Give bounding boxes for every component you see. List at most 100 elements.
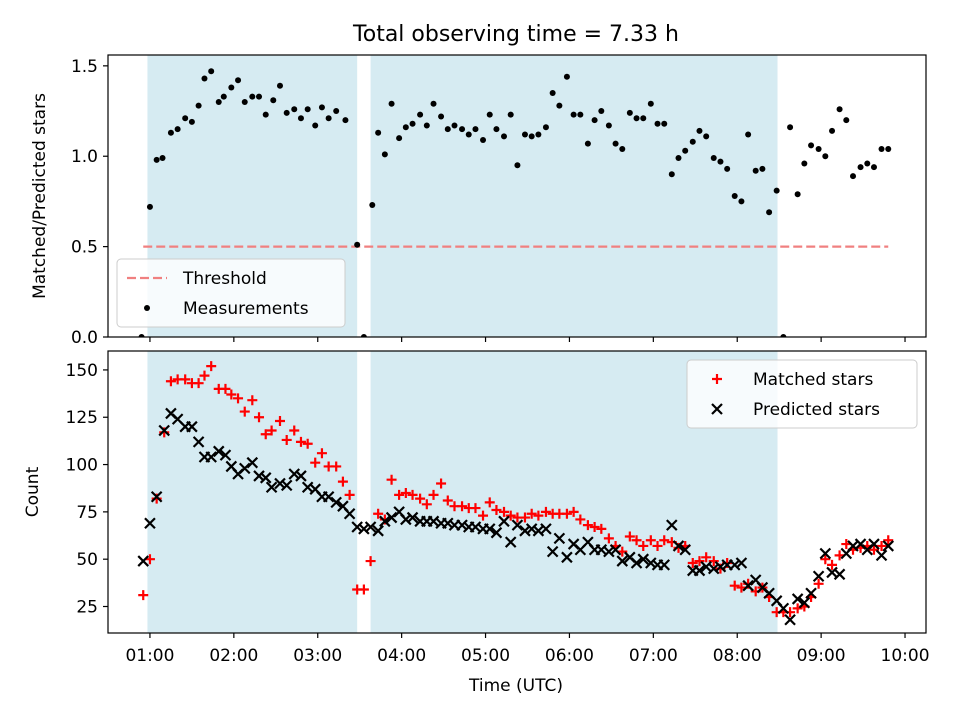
data-point bbox=[409, 120, 416, 127]
data-point bbox=[302, 438, 313, 449]
data-point bbox=[283, 109, 290, 116]
data-point bbox=[546, 545, 559, 558]
data-point bbox=[596, 523, 607, 534]
legend-plus-marker bbox=[712, 374, 722, 384]
x-tick-label: 01:00 bbox=[125, 646, 174, 666]
data-point bbox=[808, 142, 815, 149]
data-point bbox=[759, 165, 766, 172]
data-point bbox=[533, 510, 544, 521]
data-point bbox=[535, 131, 542, 138]
legend: Threshold Measurements bbox=[116, 258, 346, 328]
data-point bbox=[883, 535, 894, 546]
data-point bbox=[528, 133, 535, 140]
data-point bbox=[220, 383, 231, 394]
data-point bbox=[687, 557, 698, 568]
data-point bbox=[773, 187, 780, 194]
data-point bbox=[150, 490, 163, 503]
top-panel: 0.0 0.5 1.0 1.5 Matched/Predicted stars Thres… bbox=[30, 54, 927, 348]
series-measurements bbox=[138, 68, 892, 337]
x-tick-label: 04:00 bbox=[377, 646, 426, 666]
data-point bbox=[833, 568, 846, 581]
data-point bbox=[364, 521, 377, 533]
data-point bbox=[174, 126, 181, 133]
data-point bbox=[647, 100, 654, 107]
data-point bbox=[766, 209, 773, 216]
data-point bbox=[459, 126, 466, 133]
data-point bbox=[478, 510, 489, 521]
data-point bbox=[717, 158, 724, 165]
data-point bbox=[616, 555, 629, 567]
data-point bbox=[297, 115, 304, 122]
data-point bbox=[438, 113, 445, 120]
data-point bbox=[707, 562, 720, 575]
data-point bbox=[304, 106, 311, 113]
data-point bbox=[423, 122, 430, 129]
data-point bbox=[325, 115, 332, 122]
data-point bbox=[262, 111, 269, 118]
data-point bbox=[801, 160, 808, 167]
data-point bbox=[465, 131, 472, 138]
data-point bbox=[205, 451, 217, 463]
data-point bbox=[603, 545, 615, 558]
plot-area bbox=[138, 68, 892, 337]
data-point bbox=[521, 131, 528, 138]
data-point bbox=[199, 370, 210, 381]
data-point bbox=[875, 549, 888, 562]
plot-area bbox=[137, 361, 895, 626]
data-point bbox=[388, 100, 395, 107]
data-point bbox=[415, 493, 426, 504]
data-point bbox=[396, 135, 403, 142]
data-point bbox=[570, 111, 577, 118]
data-point bbox=[343, 507, 356, 520]
data-point bbox=[274, 416, 285, 427]
data-point bbox=[868, 538, 880, 550]
data-point bbox=[195, 102, 202, 109]
legend-dot-marker bbox=[144, 305, 150, 311]
data-point bbox=[256, 93, 263, 100]
data-point bbox=[342, 117, 349, 124]
data-point bbox=[146, 203, 153, 210]
x-tick-label: 08:00 bbox=[713, 646, 762, 666]
data-point bbox=[549, 89, 556, 96]
data-point bbox=[312, 122, 319, 129]
data-point bbox=[281, 434, 292, 445]
y-tick-label: 25 bbox=[76, 598, 98, 618]
data-point bbox=[701, 552, 712, 563]
data-point bbox=[500, 133, 507, 140]
data-point bbox=[829, 127, 836, 134]
data-point bbox=[724, 165, 731, 172]
data-point bbox=[260, 429, 271, 440]
data-point bbox=[519, 525, 531, 537]
data-point bbox=[153, 156, 160, 163]
data-point bbox=[792, 603, 803, 614]
data-point bbox=[254, 412, 265, 423]
data-point bbox=[876, 540, 887, 551]
data-point bbox=[442, 517, 454, 530]
data-point bbox=[472, 126, 479, 133]
legend-label: Threshold bbox=[182, 269, 267, 289]
data-point bbox=[519, 512, 530, 523]
data-point bbox=[470, 503, 481, 514]
data-point bbox=[498, 515, 510, 528]
data-point bbox=[812, 570, 825, 582]
y-tick-label: 75 bbox=[76, 503, 98, 523]
data-point bbox=[626, 109, 633, 116]
data-point bbox=[381, 151, 388, 158]
data-point bbox=[582, 520, 593, 531]
data-point bbox=[456, 519, 468, 531]
y-tick-label: 1.5 bbox=[71, 57, 98, 77]
data-point bbox=[137, 555, 150, 567]
data-point bbox=[188, 118, 195, 125]
x-tick-label: 02:00 bbox=[209, 646, 258, 666]
data-point bbox=[624, 531, 635, 542]
chart-title: Total observing time = 7.33 h bbox=[352, 22, 679, 47]
series-matched-stars bbox=[138, 361, 894, 618]
data-point bbox=[645, 557, 657, 569]
data-point bbox=[417, 111, 424, 118]
data-point bbox=[186, 420, 198, 433]
data-point bbox=[385, 511, 398, 524]
x-axis-label: Time (UTC) bbox=[468, 676, 563, 696]
data-point bbox=[373, 508, 384, 519]
